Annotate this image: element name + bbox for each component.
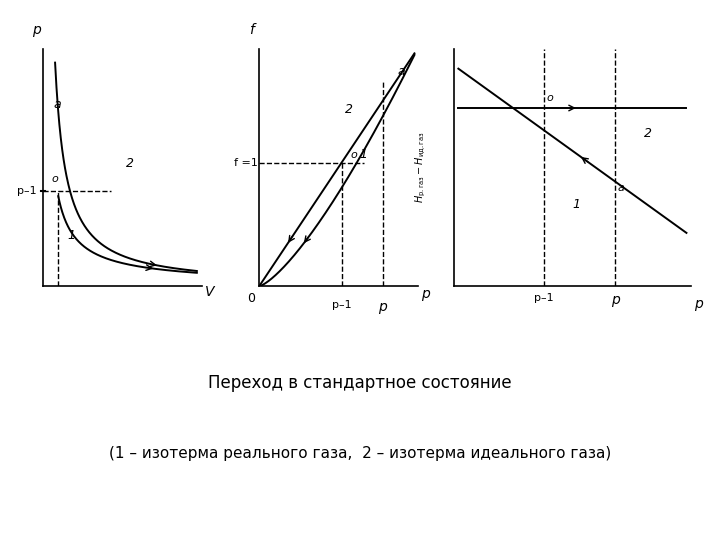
Text: f: f <box>249 23 253 37</box>
Text: $H_{\rm р.газ}-H_{\rm ид.газ}$: $H_{\rm р.газ}-H_{\rm ид.газ}$ <box>413 131 428 204</box>
Text: 1: 1 <box>572 198 580 211</box>
Text: 1: 1 <box>67 228 75 242</box>
Text: p: p <box>421 287 430 301</box>
Text: 2: 2 <box>345 103 353 116</box>
Text: p–1: p–1 <box>17 186 37 196</box>
Text: p: p <box>379 300 387 314</box>
Text: p: p <box>611 293 619 307</box>
Text: (1 – изотерма реального газа,  2 – изотерма идеального газа): (1 – изотерма реального газа, 2 – изотер… <box>109 446 611 461</box>
Text: a: a <box>618 183 624 193</box>
Text: V: V <box>204 285 215 299</box>
Text: Переход в стандартное состояние: Переход в стандартное состояние <box>208 374 512 393</box>
Text: 2: 2 <box>125 157 134 171</box>
Text: p–1: p–1 <box>534 293 554 303</box>
Text: o: o <box>351 150 357 160</box>
Text: 0: 0 <box>247 292 256 305</box>
Text: o: o <box>546 93 553 103</box>
Text: o: o <box>52 174 58 184</box>
Text: 2: 2 <box>644 126 652 139</box>
Text: f =1: f =1 <box>234 158 258 167</box>
Text: p–1: p–1 <box>332 300 351 310</box>
Text: a: a <box>54 98 61 111</box>
Text: p: p <box>32 23 41 37</box>
Text: p: p <box>694 296 703 310</box>
Text: 1: 1 <box>359 148 367 161</box>
Text: a: a <box>397 65 405 78</box>
